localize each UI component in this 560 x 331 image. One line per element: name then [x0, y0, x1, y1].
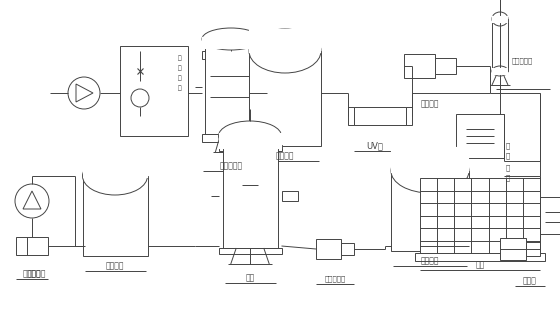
- Bar: [415, 253, 545, 261]
- Bar: [218, 145, 282, 151]
- Bar: [456, 114, 504, 158]
- Text: 高压泵: 高压泵: [523, 276, 537, 286]
- Bar: [205, 37, 257, 134]
- Bar: [391, 147, 469, 173]
- Text: UV灯: UV灯: [367, 141, 384, 151]
- Text: 膜堆: 膜堆: [475, 260, 484, 269]
- Circle shape: [68, 77, 100, 109]
- Ellipse shape: [492, 12, 508, 26]
- Bar: [218, 133, 282, 149]
- Text: 除盐水泵: 除盐水泵: [23, 269, 41, 278]
- Bar: [82, 156, 147, 178]
- Bar: [391, 171, 469, 251]
- Circle shape: [15, 184, 49, 218]
- Bar: [348, 107, 354, 125]
- Bar: [120, 46, 188, 136]
- Text: 装: 装: [178, 75, 182, 81]
- Text: 混床: 混床: [245, 273, 255, 282]
- Bar: [218, 248, 282, 254]
- Bar: [492, 68, 508, 75]
- Bar: [316, 239, 340, 259]
- Bar: [340, 243, 354, 255]
- Text: 滤: 滤: [506, 153, 510, 159]
- Bar: [249, 51, 321, 146]
- Bar: [540, 197, 560, 234]
- Bar: [282, 191, 297, 201]
- Bar: [435, 58, 456, 74]
- Bar: [354, 107, 406, 125]
- Ellipse shape: [492, 66, 508, 76]
- Bar: [249, 29, 321, 53]
- Text: 置: 置: [506, 175, 510, 181]
- Polygon shape: [23, 191, 41, 209]
- Text: 置: 置: [178, 85, 182, 91]
- Circle shape: [131, 89, 149, 107]
- Text: 药: 药: [178, 65, 182, 71]
- Bar: [492, 16, 508, 23]
- Ellipse shape: [218, 121, 282, 151]
- Bar: [526, 242, 540, 256]
- Text: 之: 之: [506, 143, 510, 149]
- Bar: [500, 238, 526, 260]
- Text: 装: 装: [506, 165, 510, 171]
- Bar: [420, 178, 540, 253]
- Bar: [16, 237, 48, 255]
- Bar: [202, 134, 260, 142]
- Ellipse shape: [82, 157, 147, 195]
- Bar: [202, 37, 260, 49]
- Text: 混床提升泵: 混床提升泵: [324, 276, 346, 282]
- Bar: [492, 19, 508, 71]
- Ellipse shape: [391, 149, 469, 193]
- Bar: [82, 176, 147, 256]
- Bar: [406, 107, 412, 125]
- Text: 纤维过滤器: 纤维过滤器: [220, 162, 242, 170]
- Ellipse shape: [202, 28, 260, 50]
- Ellipse shape: [249, 29, 321, 73]
- Text: 净: 净: [178, 55, 182, 61]
- Text: 中间水箱: 中间水箱: [421, 257, 439, 265]
- Text: 除盐水泵: 除盐水泵: [28, 269, 46, 278]
- Bar: [202, 51, 260, 59]
- Bar: [404, 54, 435, 78]
- Text: 预增压泵: 预增压泵: [421, 100, 439, 109]
- Text: 除盐水箱: 除盐水箱: [106, 261, 124, 270]
- Bar: [222, 133, 278, 248]
- Text: 保安过滤器: 保安过滤器: [512, 57, 533, 64]
- Polygon shape: [76, 84, 93, 102]
- Text: 过滤水箱: 过滤水箱: [276, 152, 294, 161]
